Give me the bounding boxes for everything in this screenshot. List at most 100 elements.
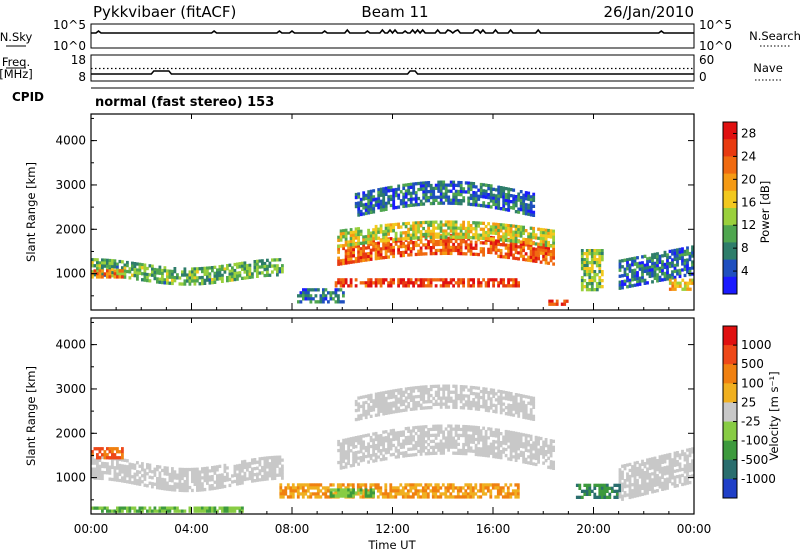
power-cell [417, 202, 421, 207]
power-cell [469, 252, 473, 256]
power-cell [188, 282, 192, 286]
power-cell [512, 281, 515, 285]
velocity-cell [552, 448, 555, 452]
power-cell [108, 272, 112, 276]
velocity-cell [504, 432, 508, 437]
power-cell [477, 278, 480, 282]
velocity-cell [648, 481, 652, 486]
power-cell [509, 284, 513, 288]
velocity-cell [504, 412, 508, 416]
velocity-cell [517, 447, 520, 451]
velocity-cell [138, 464, 142, 468]
velocity-cell [648, 457, 652, 462]
power-cell [494, 197, 498, 201]
power-cell [588, 261, 592, 265]
power-cell [590, 267, 594, 271]
velocity-cell [489, 427, 493, 431]
velocity-cell [522, 406, 526, 410]
velocity-cell [603, 486, 607, 490]
velocity-cell [98, 447, 102, 451]
velocity-cell [399, 403, 403, 407]
velocity-cell [351, 486, 355, 490]
velocity-cell [481, 489, 485, 493]
power-cell [588, 249, 592, 253]
velocity-cell [367, 397, 371, 401]
power-cell [382, 202, 386, 206]
velocity-cell [529, 434, 533, 438]
velocity-cell [457, 393, 461, 398]
velocity-cell [427, 394, 431, 398]
velocity-cell [342, 491, 345, 495]
velocity-cell [605, 483, 609, 487]
velocity-cell [226, 509, 229, 513]
velocity-cell [138, 482, 142, 486]
power-cell [161, 274, 164, 279]
power-cell [549, 244, 553, 248]
velocity-cell [278, 461, 282, 465]
power-cell [681, 250, 684, 254]
power-cell [379, 256, 383, 260]
power-cell [372, 228, 375, 232]
velocity-cell [311, 483, 315, 487]
velocity-cell [519, 394, 523, 398]
velocity-cell [138, 506, 142, 510]
velocity-cell [91, 453, 94, 457]
power-cell [231, 272, 234, 276]
power-cell [419, 249, 423, 253]
velocity-cell [166, 469, 169, 473]
power-cell [121, 269, 124, 273]
velocity-cell [514, 449, 518, 453]
velocity-cell [113, 478, 117, 482]
velocity-cell [281, 464, 284, 468]
power-cell [349, 234, 353, 238]
velocity-cell [91, 458, 94, 462]
power-cell [354, 230, 358, 234]
velocity-cell [479, 495, 483, 499]
velocity-cell [552, 463, 555, 467]
power-cell [263, 267, 267, 272]
power-cell [183, 267, 187, 271]
velocity-cell [462, 406, 466, 410]
velocity-cell [414, 404, 418, 408]
velocity-cell [434, 399, 438, 403]
power-cell [359, 232, 363, 236]
velocity-cell [422, 437, 425, 441]
power-cell [593, 252, 597, 256]
power-cell [509, 236, 513, 240]
power-cell [673, 266, 677, 271]
power-cell [384, 246, 388, 250]
power-cell [484, 195, 488, 199]
velocity-cell [424, 483, 428, 487]
power-cell [349, 278, 353, 282]
velocity-cell [492, 388, 496, 392]
velocity-cell [101, 455, 104, 460]
power-cell [399, 237, 403, 241]
velocity-cell [384, 390, 388, 394]
velocity-cell [653, 489, 657, 493]
power-cell [482, 192, 486, 196]
velocity-cell [437, 430, 440, 434]
power-cell [676, 263, 679, 267]
velocity-cell [442, 445, 445, 449]
velocity-cell [439, 439, 443, 443]
velocity-cell [321, 486, 325, 490]
velocity-cell [404, 390, 408, 394]
velocity-cell [585, 486, 589, 490]
velocity-cell [419, 428, 423, 432]
power-cell [487, 231, 490, 235]
velocity-cell [517, 453, 520, 457]
power-cell [529, 213, 533, 217]
power-cell [432, 251, 435, 256]
power-cell [354, 204, 358, 209]
velocity-cell [143, 483, 147, 487]
power-cell [123, 269, 127, 273]
power-cell [514, 210, 518, 214]
power-cell [128, 276, 132, 280]
velocity-cell [449, 436, 453, 440]
power-cell [489, 247, 493, 252]
velocity-cell [389, 483, 393, 487]
velocity-cell [542, 449, 545, 453]
power-cell [108, 261, 112, 266]
velocity-cell [314, 483, 318, 487]
velocity-cell [459, 388, 463, 392]
